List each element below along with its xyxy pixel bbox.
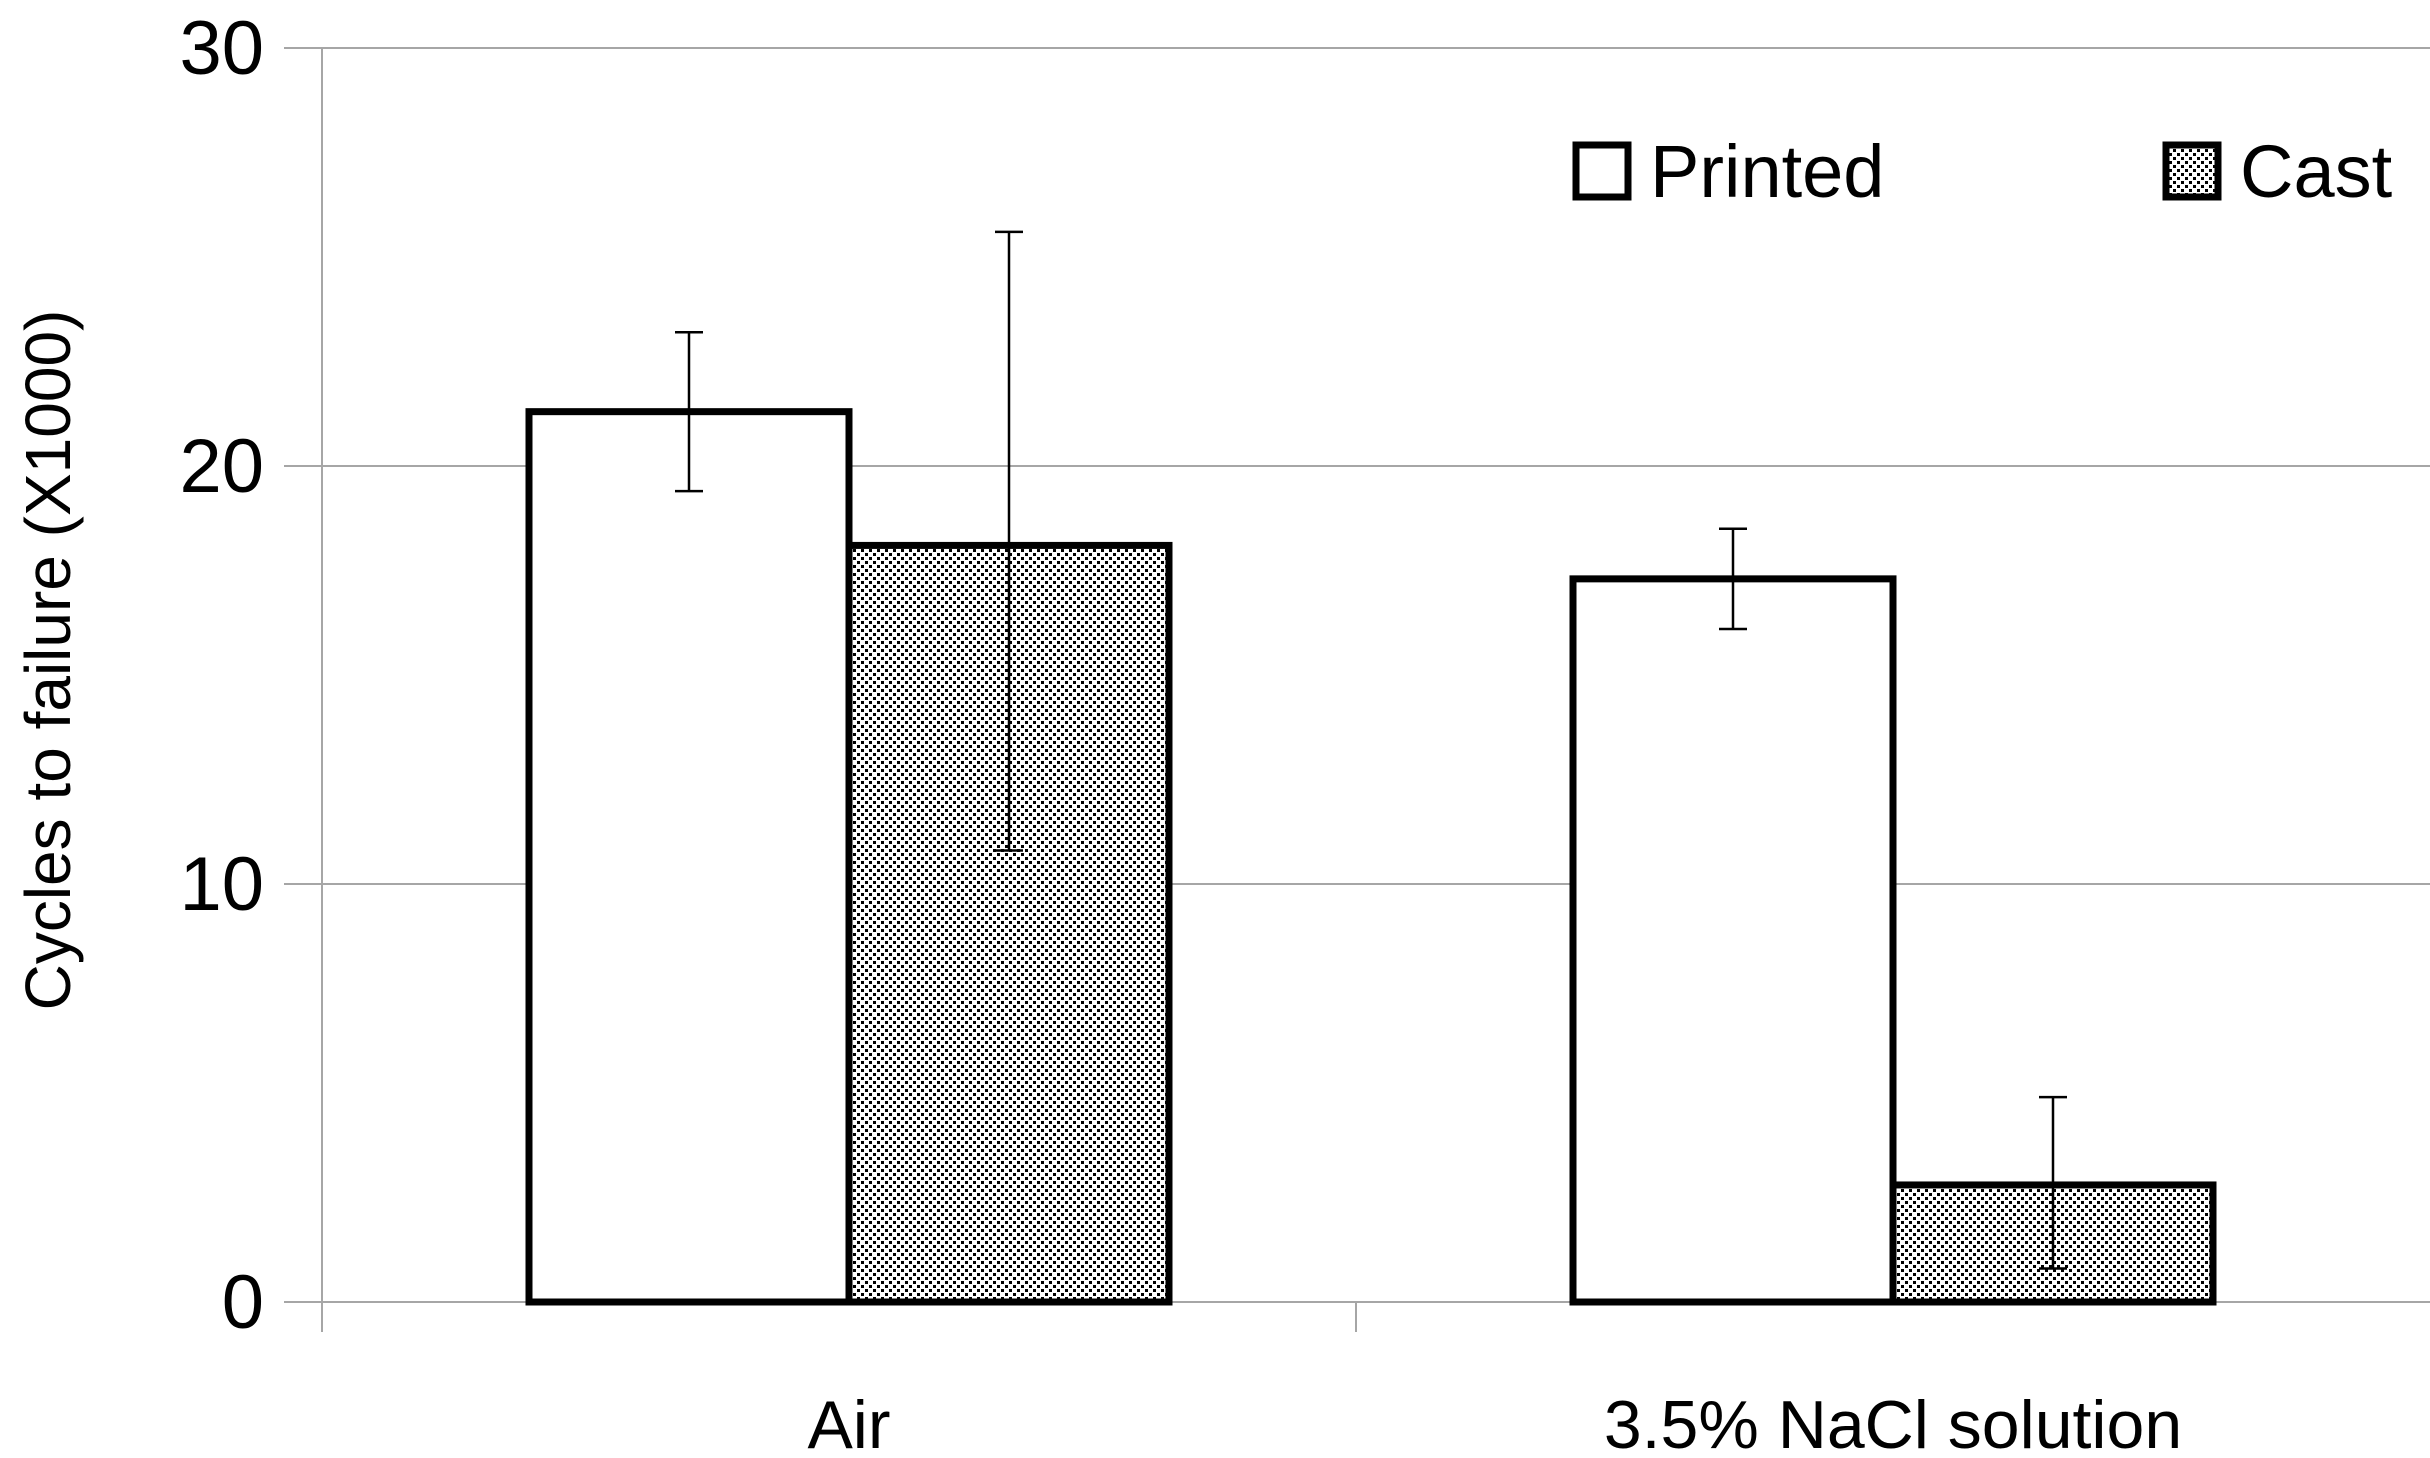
axes bbox=[321, 48, 1357, 1332]
y-tick-label: 20 bbox=[179, 424, 264, 509]
x-category-label: 3.5% NaCl solution bbox=[1604, 1387, 2182, 1458]
y-tick-label: 30 bbox=[179, 6, 264, 91]
axis-labels: 0 10 20 30 Air 3.5% NaCl solution bbox=[179, 6, 2182, 1458]
legend-swatch-printed bbox=[1572, 141, 1632, 201]
x-category-label: Air bbox=[807, 1387, 890, 1458]
legend-label-cast: Cast bbox=[2240, 130, 2393, 213]
y-tick-label: 0 bbox=[222, 1260, 264, 1345]
bars bbox=[525, 408, 2217, 1306]
legend-swatch-cast bbox=[2162, 141, 2222, 201]
error-bars bbox=[675, 230, 2067, 1270]
y-axis-title: Cycles to failure (X1000) bbox=[12, 310, 84, 1011]
legend: Printed Cast bbox=[1572, 130, 2393, 213]
y-tick-label: 10 bbox=[179, 842, 264, 927]
bar-printed-0 bbox=[525, 408, 853, 1306]
bar-printed-1 bbox=[1569, 575, 1897, 1306]
legend-label-printed: Printed bbox=[1650, 130, 1884, 213]
